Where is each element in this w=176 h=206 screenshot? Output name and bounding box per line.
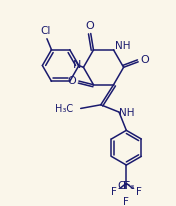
Text: NH: NH [115,41,130,51]
Text: F: F [111,186,117,197]
Text: H₃C: H₃C [55,104,73,114]
Text: NH: NH [120,108,135,118]
Text: Cl: Cl [40,26,50,36]
Text: F: F [123,198,129,206]
Text: N: N [73,61,81,70]
Text: O: O [86,21,94,31]
Text: CF₃: CF₃ [118,181,135,191]
Text: O: O [140,55,149,65]
Text: F: F [136,186,142,197]
Text: F: F [123,181,129,191]
Text: O: O [67,76,76,86]
